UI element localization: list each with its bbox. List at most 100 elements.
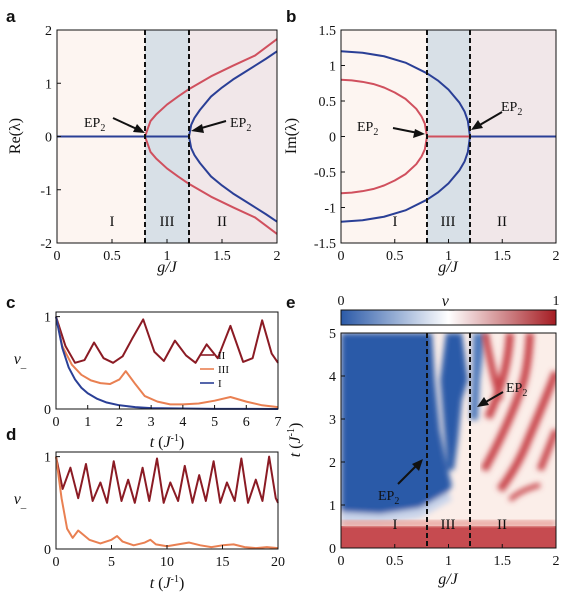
panel-b-ep-left-arrowhead bbox=[413, 129, 425, 138]
panel-d-xtick-label: 0 bbox=[53, 555, 60, 570]
panel-a-ytick-label: 1 bbox=[45, 77, 52, 92]
panel-b-ytick-label: -1.5 bbox=[314, 237, 336, 252]
panel-b-ytick-label: 0.5 bbox=[319, 95, 337, 110]
panel-e-ytick-label: 1 bbox=[329, 499, 336, 514]
panel-b-ytick-label: -1 bbox=[324, 202, 336, 217]
colorbar-max: 1 bbox=[553, 294, 560, 309]
panel-b-ep-right-arrow bbox=[477, 111, 503, 127]
panel-d-xlabel: t (J-1) bbox=[150, 574, 185, 592]
panel-c-xtick-label: 3 bbox=[148, 415, 155, 430]
panel-a-ytick-label: 2 bbox=[45, 24, 52, 39]
panel-a-chart: 0 0.5 1 1.5 2 -2 -1 0 1 2 g/J Re(λ) I III II EP2… bbox=[7, 24, 281, 276]
panel-e-xtick-label: 2 bbox=[553, 554, 560, 569]
panel-b-region-III: III bbox=[441, 214, 456, 230]
panel-c-xtick-label: 1 bbox=[84, 415, 91, 430]
panel-b-region-II: II bbox=[497, 214, 507, 230]
panel-c-series-III bbox=[55, 316, 279, 409]
colorbar-min: 0 bbox=[338, 294, 345, 309]
panel-a-ep-left-arrow bbox=[112, 117, 140, 131]
panel-e-ytick-label: 2 bbox=[329, 456, 336, 471]
legend-I: I bbox=[218, 378, 222, 390]
panel-a-region-I: I bbox=[110, 214, 115, 230]
panel-c-chart: 0 1 2 3 4 5 6 7 0 1 t (J-1) v_ II III I bbox=[14, 311, 282, 451]
panel-d-series-III bbox=[55, 456, 279, 550]
panel-a-region-II-band bbox=[189, 30, 277, 243]
panel-e-ep-right: EP2 bbox=[506, 381, 527, 399]
panel-b-branch-red-upper bbox=[340, 78, 556, 138]
panel-b-ylabel: Im(λ) bbox=[283, 118, 300, 154]
panel-c-xtick-label: 2 bbox=[116, 415, 123, 430]
panel-c-ylabel: v_ bbox=[14, 351, 27, 370]
colorbar-label: v_ bbox=[442, 293, 455, 312]
heatmap bbox=[341, 333, 556, 548]
panel-d-xtick-label: 20 bbox=[271, 555, 285, 570]
panel-c-ytick-label: 1 bbox=[44, 311, 51, 326]
panel-c-ytick-label: 0 bbox=[44, 403, 51, 418]
panel-c-xtick-label: 7 bbox=[275, 415, 282, 430]
panel-e-ytick-label: 3 bbox=[329, 413, 336, 428]
panel-letter-c: c bbox=[6, 293, 15, 312]
panel-b-xlabel: g/J bbox=[438, 259, 458, 276]
panel-b-ep-right-arrowhead bbox=[471, 120, 483, 130]
panel-b-branch-blue-lower bbox=[340, 135, 556, 223]
panel-b-region-I: I bbox=[393, 214, 398, 230]
panel-c-xtick-label: 4 bbox=[179, 415, 186, 430]
panel-b-ytick-label: 1.5 bbox=[319, 24, 337, 39]
panel-b-ytick-label: 1 bbox=[329, 60, 336, 75]
panel-d-ytick-label: 1 bbox=[44, 451, 51, 466]
panel-e-region-III: III bbox=[441, 517, 456, 533]
panel-a-ytick-label: -2 bbox=[40, 237, 52, 252]
panel-b-ytick-label: -0.5 bbox=[314, 166, 336, 181]
panel-e-ytick-label: 4 bbox=[329, 370, 336, 385]
panel-e-xtick-label: 0 bbox=[338, 554, 345, 569]
panel-b-branch-blue-upper bbox=[340, 50, 556, 138]
panel-e-xtick-label: 1.5 bbox=[494, 554, 512, 569]
panel-a-ytick-label: 0 bbox=[45, 131, 52, 146]
panel-a-ytick-label: -1 bbox=[40, 184, 52, 199]
panel-e-region-I: I bbox=[393, 517, 398, 533]
panel-letter-a: a bbox=[6, 7, 16, 26]
panel-d-xtick-label: 15 bbox=[216, 555, 230, 570]
panel-c-series-II bbox=[55, 316, 279, 364]
panel-a-xlabel: g/J bbox=[157, 259, 177, 276]
panel-e-region-II: II bbox=[497, 517, 507, 533]
panel-b-xtick-label: 0.5 bbox=[386, 249, 404, 264]
panel-b-branch-red-lower bbox=[340, 135, 556, 195]
panel-d-chart: 0 5 10 15 20 0 1 t (J-1) v_ bbox=[14, 451, 285, 592]
panel-a-ylabel: Re(λ) bbox=[7, 118, 24, 154]
panel-c-xtick-label: 5 bbox=[211, 415, 218, 430]
panel-c-xtick-label: 6 bbox=[243, 415, 250, 430]
panel-letter-e: e bbox=[286, 293, 295, 312]
panel-b-ytick-label: 0 bbox=[329, 131, 336, 146]
panel-c-series-I bbox=[55, 316, 279, 410]
panel-a-xtick-label: 0.5 bbox=[103, 249, 121, 264]
panel-b-xtick-label: 1.5 bbox=[494, 249, 512, 264]
panel-a-xtick-label: 1.5 bbox=[213, 249, 231, 264]
panel-b-chart: 0 0.5 1 1.5 2 -1.5 -1 -0.5 0 0.5 1 1.5 g/J Im(λ) I… bbox=[283, 24, 560, 276]
panel-e-ytick-label: 5 bbox=[329, 327, 336, 342]
panel-c-legend: II III I bbox=[200, 350, 229, 390]
panel-c-xtick-label: 0 bbox=[53, 415, 60, 430]
legend-III: III bbox=[218, 364, 229, 376]
panel-a-branch-red-upper bbox=[57, 38, 278, 138]
panel-a-ep-right-arrowhead bbox=[191, 124, 204, 133]
panel-e-ylabel: t (J-1) bbox=[286, 423, 304, 458]
panel-e-ep-left-arrowhead bbox=[412, 459, 423, 471]
panel-a-ep-left-arrowhead bbox=[133, 124, 145, 133]
panel-b-xtick-label: 0 bbox=[338, 249, 345, 264]
panel-d-series-II bbox=[55, 455, 279, 504]
panel-e-ep-right-arrowhead bbox=[477, 397, 489, 407]
panel-b-ep-left-arrow bbox=[392, 127, 419, 134]
panel-e-xtick-label: 0.5 bbox=[386, 554, 404, 569]
panel-a-region-III: III bbox=[160, 214, 175, 230]
panel-e-ep-left: EP2 bbox=[378, 489, 399, 507]
panel-b-xtick-label: 1 bbox=[445, 249, 452, 264]
panel-e-chart: 0 1 v_ 0 0.5 1 1.5 2 0 1 bbox=[286, 293, 560, 588]
panel-a-branch-blue-upper bbox=[57, 50, 278, 138]
panel-d-xtick-label: 10 bbox=[160, 555, 174, 570]
panel-b-ep-right: EP2 bbox=[501, 100, 522, 118]
panel-a-xtick-label: 1 bbox=[164, 249, 171, 264]
panel-d-ytick-label: 0 bbox=[44, 543, 51, 558]
panel-a-ep-left: EP2 bbox=[84, 116, 105, 134]
